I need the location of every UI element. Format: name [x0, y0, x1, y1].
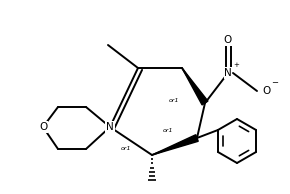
Text: O: O — [39, 122, 47, 132]
Text: N: N — [106, 122, 114, 132]
Text: N: N — [224, 68, 232, 78]
Polygon shape — [152, 135, 198, 155]
Text: +: + — [233, 62, 239, 68]
Text: −: − — [271, 78, 278, 87]
Polygon shape — [182, 68, 208, 105]
Text: O: O — [262, 86, 270, 96]
Text: or1: or1 — [169, 98, 180, 102]
Text: or1: or1 — [121, 146, 131, 151]
Text: O: O — [224, 35, 232, 45]
Text: or1: or1 — [163, 127, 173, 133]
